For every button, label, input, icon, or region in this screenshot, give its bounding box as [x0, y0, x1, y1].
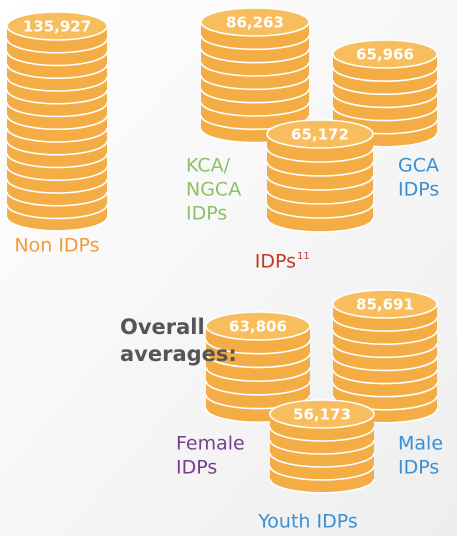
coin-edge [266, 161, 374, 177]
stack-value: 63,806 [229, 318, 287, 336]
stack-value: 56,173 [293, 406, 351, 424]
coin-edge [332, 67, 438, 82]
coin-edge [6, 38, 108, 54]
coin-edge [332, 343, 438, 359]
coin-body [333, 304, 437, 408]
coin-bottom [270, 464, 374, 492]
coin-edge [200, 48, 310, 64]
coin-edge [6, 51, 108, 67]
coin-top [266, 119, 374, 149]
coin-edge [6, 204, 108, 220]
coin-top [205, 311, 311, 341]
coin-edge [269, 452, 375, 468]
coin-stack: 135,927 [6, 11, 108, 233]
coin-edge [332, 330, 438, 346]
footnote: 11 [297, 251, 310, 262]
stack-value: 85,691 [356, 296, 414, 314]
overall-heading: Overall [120, 315, 205, 339]
group-label: IDPs [186, 203, 227, 225]
group-label: IDPs [398, 179, 439, 201]
coin-edge [6, 217, 108, 233]
group-label: Non IDPs [14, 235, 99, 257]
group-label: IDPs [176, 457, 217, 479]
group-label: IDPs [398, 457, 439, 479]
coin-edge [200, 35, 310, 51]
overall-heading: averages: [120, 342, 237, 366]
coin-edge [269, 465, 375, 481]
coin-edge [205, 367, 311, 382]
group-label: Female [176, 433, 245, 455]
coin-body [7, 26, 107, 216]
idps-label: IDPs [255, 251, 296, 273]
stack-value: 135,927 [23, 18, 91, 36]
coin-edge [266, 189, 374, 205]
coin-edge [6, 191, 108, 207]
coin-top [200, 7, 310, 37]
coin-stack: 85,691 [332, 289, 438, 424]
group-label: NGCA [186, 179, 241, 201]
coin-edge [6, 166, 108, 182]
coin-edge [332, 369, 438, 385]
coin-edge [200, 61, 310, 77]
coin-edge [6, 64, 108, 80]
coin-edge [6, 153, 108, 169]
coin-edge [6, 178, 108, 194]
stack-value: 65,172 [291, 126, 349, 144]
group-label: KCA/ [186, 155, 231, 177]
group-label: Male [398, 433, 443, 455]
stack-value: 86,263 [226, 14, 284, 32]
coin-stack: 86,263 [200, 7, 310, 144]
coin-edge [269, 478, 375, 494]
coin-stack: 65,172 [266, 119, 374, 233]
coin-edge [200, 75, 310, 91]
coin-top [6, 11, 108, 41]
coin-stack: 65,966 [332, 39, 438, 148]
coin-edge [332, 93, 438, 109]
coin-edge [6, 127, 108, 143]
coin-edge [269, 426, 375, 442]
coin-edge [205, 353, 311, 369]
coin-edge [6, 89, 108, 105]
coin-edge [205, 380, 311, 396]
coin-top [332, 39, 438, 69]
coin-bottom [7, 202, 107, 230]
coin-edge [332, 356, 438, 372]
coin-edge [332, 316, 438, 332]
group-label: Youth IDPs [257, 511, 358, 533]
coin-edge [6, 115, 108, 131]
coin-top [269, 399, 375, 429]
coin-edge [332, 80, 438, 96]
coin-edge [6, 102, 108, 118]
coin-edge [266, 217, 374, 233]
coin-stack: 63,806 [205, 311, 311, 424]
coin-edge [200, 88, 310, 104]
coin-edge [332, 106, 438, 122]
coin-edge [6, 140, 108, 156]
coin-edge [6, 76, 108, 92]
coin-edge [266, 175, 374, 191]
coin-edge [269, 439, 375, 455]
coin-edge [332, 382, 438, 398]
coin-body [201, 22, 309, 128]
coin-edge [200, 101, 310, 117]
coin-top [332, 289, 438, 319]
stack-value: 65,966 [356, 46, 414, 64]
group-label: GCA [398, 155, 439, 177]
coin-edge [266, 147, 374, 163]
coin-edge [205, 339, 311, 355]
coin-stack: 56,173 [269, 399, 375, 494]
coin-edge [266, 203, 374, 219]
